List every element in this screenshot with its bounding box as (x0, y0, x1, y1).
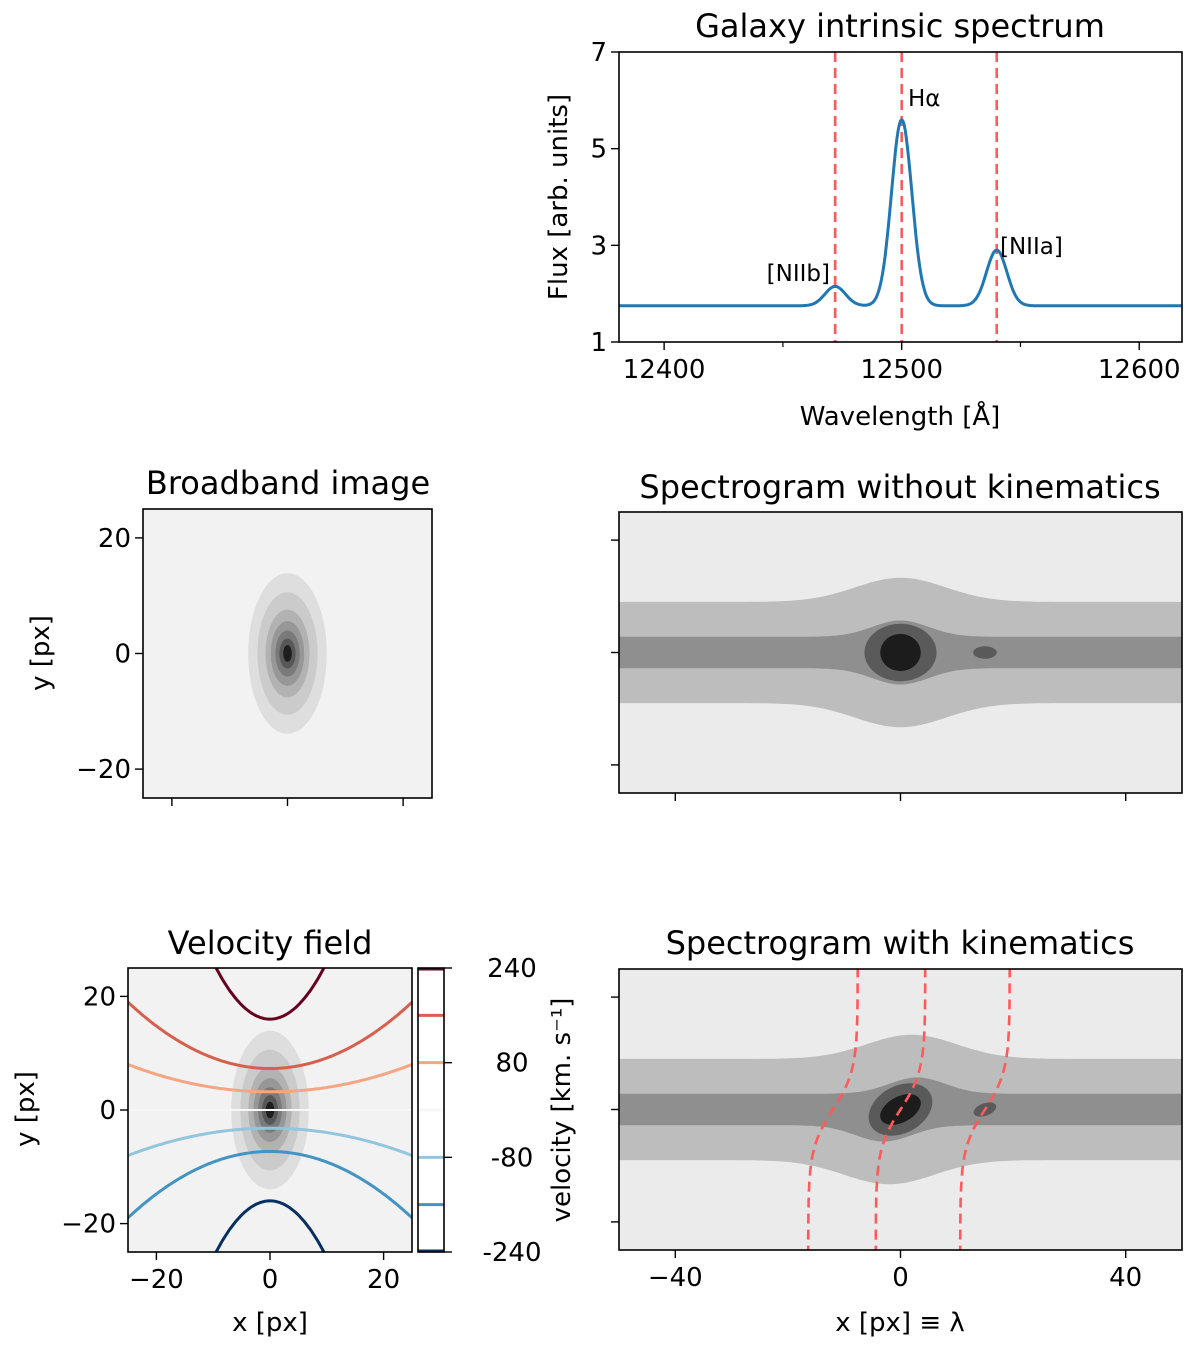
spectrogram-nokin-panel (611, 511, 1183, 801)
y-tick-label: 0 (99, 1096, 116, 1126)
x-tick-label: 0 (892, 1263, 909, 1293)
y-tick-label: 20 (98, 524, 131, 554)
broadband-title: Broadband image (146, 464, 430, 502)
velocity-contour (128, 1000, 412, 1070)
axes-frame (618, 51, 1183, 343)
velocity-panel: −20 0 20 −20 0 20 (61, 967, 413, 1295)
spectrogram-kin-panel: −40 0 40 (611, 968, 1183, 1293)
spectrogram-kin-xlabel: x [px] ≡ λ (835, 1308, 965, 1338)
velocity-title: Velocity field (168, 924, 373, 962)
kinematic-line-trace (874, 969, 927, 1250)
colorbar-tick-label: -240 (482, 1238, 541, 1268)
y-tick-label: 3 (590, 231, 607, 261)
x-tick-label: 0 (262, 1265, 279, 1295)
label-niia: [NIIa] (1000, 234, 1063, 260)
y-tick-label: 5 (590, 135, 607, 165)
velocity-contour (214, 968, 326, 1021)
x-tick-label: 40 (1109, 1263, 1142, 1293)
colorbar: 240 80 -80 -240 (417, 954, 542, 1268)
spectrum-xlabel: Wavelength [Å] (800, 400, 1001, 432)
colorbar-tick-label: 240 (487, 954, 537, 984)
kinematic-line-trace (958, 969, 1011, 1250)
colorbar-tick-label: 80 (495, 1049, 528, 1079)
colorbar-label: velocity [km. s⁻¹] (547, 998, 577, 1223)
broadband-panel-plot-area (143, 509, 432, 798)
spectrogram-kin-panel-plot-area (619, 969, 1182, 1250)
velocity-panel-plot-area (128, 968, 412, 1252)
spectrogram-kin-title: Spectrogram with kinematics (666, 924, 1135, 962)
spectrogram-nokin-panel-plot-area (619, 512, 1182, 793)
colorbar-tick-label: -80 (491, 1143, 533, 1173)
y-tick-label: 0 (114, 640, 131, 670)
niia-core-contour (973, 646, 997, 659)
x-tick-label: 12400 (623, 355, 706, 385)
galaxy-contour (283, 645, 292, 662)
velocity-contour (128, 1062, 412, 1094)
x-tick-label: 12500 (860, 355, 943, 385)
spectrum-ylabel: Flux [arb. units] (544, 94, 574, 300)
spectrum-panel-plot-area (619, 52, 1182, 342)
spectrum-title: Galaxy intrinsic spectrum (695, 7, 1105, 45)
x-tick-label: 12600 (1098, 355, 1181, 385)
kinematic-line-trace (806, 969, 859, 1250)
y-tick-label: 1 (590, 328, 607, 358)
x-tick-label: −40 (648, 1263, 703, 1293)
spectrum-line (619, 117, 1182, 308)
label-niib: [NIIb] (767, 261, 830, 287)
velocity-contour (128, 1126, 412, 1158)
spectrum-panel: 12400 12500 12600 1 3 5 7 (590, 38, 1183, 385)
spectrogram-nokin-title: Spectrogram without kinematics (639, 468, 1160, 506)
x-tick-label: 20 (367, 1265, 400, 1295)
label-halpha: Hα (908, 86, 940, 112)
velocity-contour (128, 1150, 412, 1220)
broadband-ylabel: y [px] (26, 615, 56, 691)
y-tick-label: 7 (590, 38, 607, 68)
colorbar-frame (417, 967, 445, 1253)
y-tick-label: −20 (76, 755, 131, 785)
broadband-panel: −20 0 20 (76, 508, 433, 806)
velocity-contour (214, 1199, 326, 1252)
x-tick-label: −20 (129, 1265, 184, 1295)
y-tick-label: 20 (83, 982, 116, 1012)
y-tick-label: −20 (61, 1210, 116, 1240)
velocity-ylabel: y [px] (11, 1071, 41, 1147)
velocity-xlabel: x [px] (232, 1308, 308, 1338)
halpha-peak-contour (880, 633, 921, 672)
